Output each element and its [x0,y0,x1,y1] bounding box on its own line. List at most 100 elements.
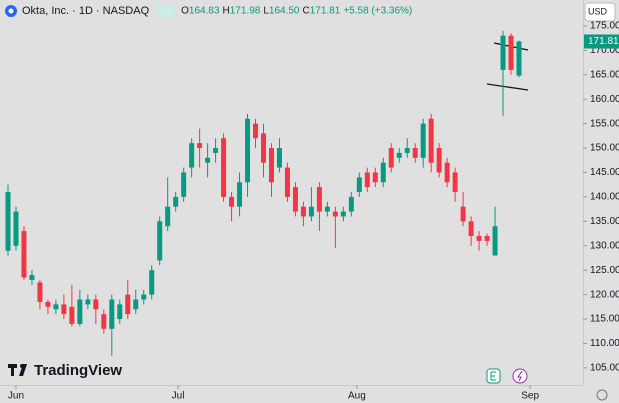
candle-body [340,211,346,217]
last-price-label: 171.81 [588,36,619,47]
candle-body [356,177,362,193]
ohlc-key: H [223,6,230,17]
candle-body [117,304,123,320]
candle-body [268,148,274,183]
y-tick-label: 165.00 [590,69,619,80]
ohlc-value: 171.98 [230,6,261,17]
candle-body [13,211,19,246]
symbol-logo-hole [8,8,14,14]
candle-body [101,314,107,329]
x-tick-label: Aug [348,391,366,402]
candle-body [189,143,195,168]
event-icon[interactable] [512,368,528,384]
candle-body [37,282,43,302]
candle-body [261,133,266,163]
candle-body [61,304,67,315]
candle-body [444,162,450,183]
candle-body [253,123,259,139]
candle-body [468,221,474,236]
change: +5.58 (+3.36%) [343,6,412,17]
candle-body [109,299,115,329]
candle-body [125,294,131,315]
candle-body [476,235,482,241]
ohlc-value: 164.83 [189,6,220,17]
candle-body [213,148,219,153]
candle-body [436,148,442,173]
candle-body [404,148,410,153]
candle-body [284,167,290,197]
y-tick-label: 140.00 [590,192,619,203]
ohlc-value: 171.81 [310,6,341,17]
candle-body [245,118,251,183]
y-tick-label: 115.00 [590,314,619,325]
candle-body [380,162,386,183]
y-tick-label: 110.00 [590,338,619,349]
candle-body [165,206,171,227]
candle-body [332,211,338,217]
candle-body [308,206,314,217]
y-tick-label: 130.00 [590,240,619,251]
candle-body [93,299,99,310]
settings-icon[interactable] [596,389,608,401]
y-tick-label: 135.00 [590,216,619,227]
y-tick-label: 125.00 [590,265,619,276]
candle-body [388,148,394,168]
x-tick-label: Jul [172,391,185,402]
candle-body [292,187,298,212]
candle-body [492,226,498,256]
logo-dot [20,364,24,368]
candle-body [348,196,354,212]
candle-body [452,172,458,193]
ohlc-legend: O 164.83 H 171.98 L 164.50 C 171.81 +5.58 (+3.36… [181,6,412,17]
ohlc-key: L [263,6,269,17]
symbol: Okta, Inc. · 1D · NASDAQ [22,5,150,17]
candle-body [5,192,11,251]
candle-body [316,187,322,212]
candle-body [500,35,506,70]
ohlc-value: 164.50 [269,6,300,17]
candle-body [53,304,59,310]
candle-body [77,299,83,324]
candle-body [508,35,514,70]
currency-button[interactable] [584,2,616,22]
candle-body [69,306,75,324]
y-tick-label: 145.00 [590,167,619,178]
event-glyph [517,370,523,382]
candle-body [205,157,211,163]
y-tick-label: 155.00 [590,118,619,129]
candle-body [460,206,466,222]
candle-body [133,299,139,310]
candle-body [21,231,27,278]
y-tick-label: 105.00 [590,363,619,374]
candle-body [45,301,51,307]
currency[interactable]: USD [588,6,608,16]
candle-body [85,299,91,305]
candle-body [229,196,235,207]
candle-body [484,235,490,241]
ohlc-key: O [181,6,189,17]
candle-body [300,206,306,217]
candle-body [221,138,227,197]
logo [8,364,27,376]
ohlc-key: C [303,6,310,17]
x-tick-label: Sep [521,391,539,402]
candle-body [181,172,187,197]
eye-icon [157,5,176,17]
y-tick-label: 150.00 [590,143,619,154]
y-tick-label: 120.00 [590,289,619,300]
candle-body [428,118,434,163]
candle-body [197,143,203,149]
candle-body [516,41,522,76]
candle-body [237,182,243,207]
candle-body [412,148,418,158]
earnings-glyph [490,371,496,381]
pattern-line [486,83,529,91]
x-tick-label: Jun [8,391,24,402]
last-price-box [584,34,619,49]
candle-body [157,221,163,261]
y-tick-label: 160.00 [590,94,619,105]
candle-body [149,270,155,295]
candle-body [372,172,378,183]
